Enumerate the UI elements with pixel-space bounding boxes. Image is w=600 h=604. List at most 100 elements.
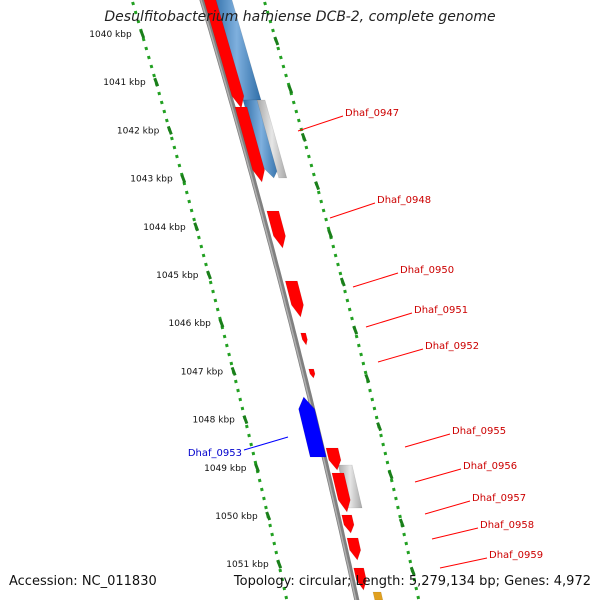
gene-label-leader [424, 500, 471, 515]
ruler-dot [260, 487, 264, 492]
inner-ruler-line [131, 1, 289, 600]
ruler-dot [268, 523, 272, 528]
gene-label-forward: Dhaf_0950 [400, 265, 454, 276]
outer-ruler-tick [327, 229, 334, 239]
ruler-dot [278, 568, 283, 573]
ruler-tick [218, 318, 225, 328]
features-layer [203, 0, 384, 601]
ruler-dot [234, 379, 238, 384]
gene-label-reverse: Dhaf_0953 [188, 448, 242, 459]
ruler-dot [164, 118, 169, 123]
ruler-tick-label: 1040 kbp [89, 30, 132, 40]
ruler-dot [211, 289, 215, 294]
ruler-layer: 1040 kbp 1041 kbp 1042 kbp 1043 kbp 1044 kbp… [89, 1, 421, 600]
ruler-dot [370, 397, 375, 402]
ruler-dot [294, 109, 299, 114]
ruler-dot [249, 442, 253, 447]
gene-label-forward: Dhaf_0958 [480, 520, 534, 531]
ruler-dot [359, 352, 363, 357]
ruler-dot [326, 226, 331, 231]
gene-label-forward: Dhaf_0951 [414, 305, 468, 316]
ruler-tick [265, 511, 272, 521]
ruler-dot [402, 532, 406, 537]
ruler-dot [357, 343, 361, 348]
ruler-dot [157, 91, 162, 96]
outer-ruler-tick [409, 566, 416, 576]
ruler-dot [379, 433, 383, 438]
gene-label-forward: Dhaf_0947 [345, 108, 399, 119]
gene-label-forward: Dhaf_0956 [463, 461, 517, 472]
outer-ruler-tick [314, 181, 321, 191]
ruler-dot [274, 550, 279, 555]
ruler-dot [162, 109, 167, 114]
ruler-tick [166, 125, 173, 135]
ruler-dot [268, 19, 273, 24]
ruler-dot [208, 280, 213, 285]
ruler-dot [291, 100, 296, 105]
ruler-tick [139, 29, 146, 39]
ruler-dot [141, 37, 146, 42]
ruler-dot [257, 478, 262, 483]
ruler-dot [170, 136, 174, 141]
gene-label-leader [414, 468, 462, 483]
ruler-dot [278, 55, 283, 60]
ruler-tick [193, 222, 200, 232]
ruler-dot [159, 100, 164, 105]
ruler-dot [404, 541, 409, 546]
backbone-layer [199, 0, 361, 604]
ruler-dot [144, 46, 149, 51]
ruler-dot [336, 262, 340, 267]
ruler-dot [284, 595, 289, 600]
gene-label-leader [404, 433, 451, 448]
forward-cds-arrow [203, 0, 245, 109]
ruler-dot [354, 334, 359, 339]
outer-ruler-tick [376, 422, 383, 432]
ruler-dot [282, 586, 287, 591]
ruler-tick-label: 1046 kbp [168, 319, 211, 329]
ruler-dot [263, 1, 267, 6]
ruler-dot [187, 199, 192, 204]
ruler-tick-label: 1049 kbp [204, 464, 247, 474]
ruler-tick [230, 366, 237, 376]
forward-cds-arrow [266, 210, 286, 249]
ruler-tick [242, 415, 249, 425]
ruler-dot [374, 415, 379, 420]
gene-label-leader [377, 348, 424, 363]
gene-label-forward: Dhaf_0955 [452, 426, 506, 437]
ruler-dot [227, 352, 231, 357]
ruler-dot [238, 397, 243, 402]
ruler-dot [262, 496, 266, 501]
ruler-dot [149, 64, 154, 69]
ruler-tick-label: 1047 kbp [181, 367, 224, 377]
ruler-dot [245, 424, 249, 429]
forward-cds-arrow [300, 332, 308, 346]
ruler-dot [189, 208, 194, 213]
forward-cds-arrow [325, 447, 342, 471]
ruler-dot [412, 577, 417, 582]
ruler-dot [347, 307, 352, 312]
gene-label-leader [243, 436, 289, 451]
gene-label-leader [297, 115, 344, 132]
ruler-dot [406, 550, 411, 555]
ruler-dot [184, 190, 189, 195]
gray-feature-1 [256, 99, 288, 179]
ruler-dot [408, 559, 413, 564]
ruler-dot [281, 64, 286, 69]
ruler-dot [396, 505, 400, 510]
ruler-dot [398, 514, 402, 519]
ruler-dot [392, 487, 396, 492]
ruler-dot [225, 343, 229, 348]
reverse-cds-arrow [298, 396, 327, 458]
ruler-dot [272, 541, 277, 546]
ruler-dot [343, 289, 347, 294]
ruler-dot [175, 154, 179, 159]
ruler-dot [338, 271, 343, 276]
ruler-dot [319, 199, 324, 204]
ruler-dot [296, 118, 301, 123]
ruler-dot [383, 451, 388, 456]
outer-ruler-tick [273, 36, 280, 46]
ruler-dot [271, 28, 275, 33]
ruler-dot [361, 361, 366, 366]
ruler-dot [240, 406, 245, 411]
ruler-dot [276, 46, 281, 51]
